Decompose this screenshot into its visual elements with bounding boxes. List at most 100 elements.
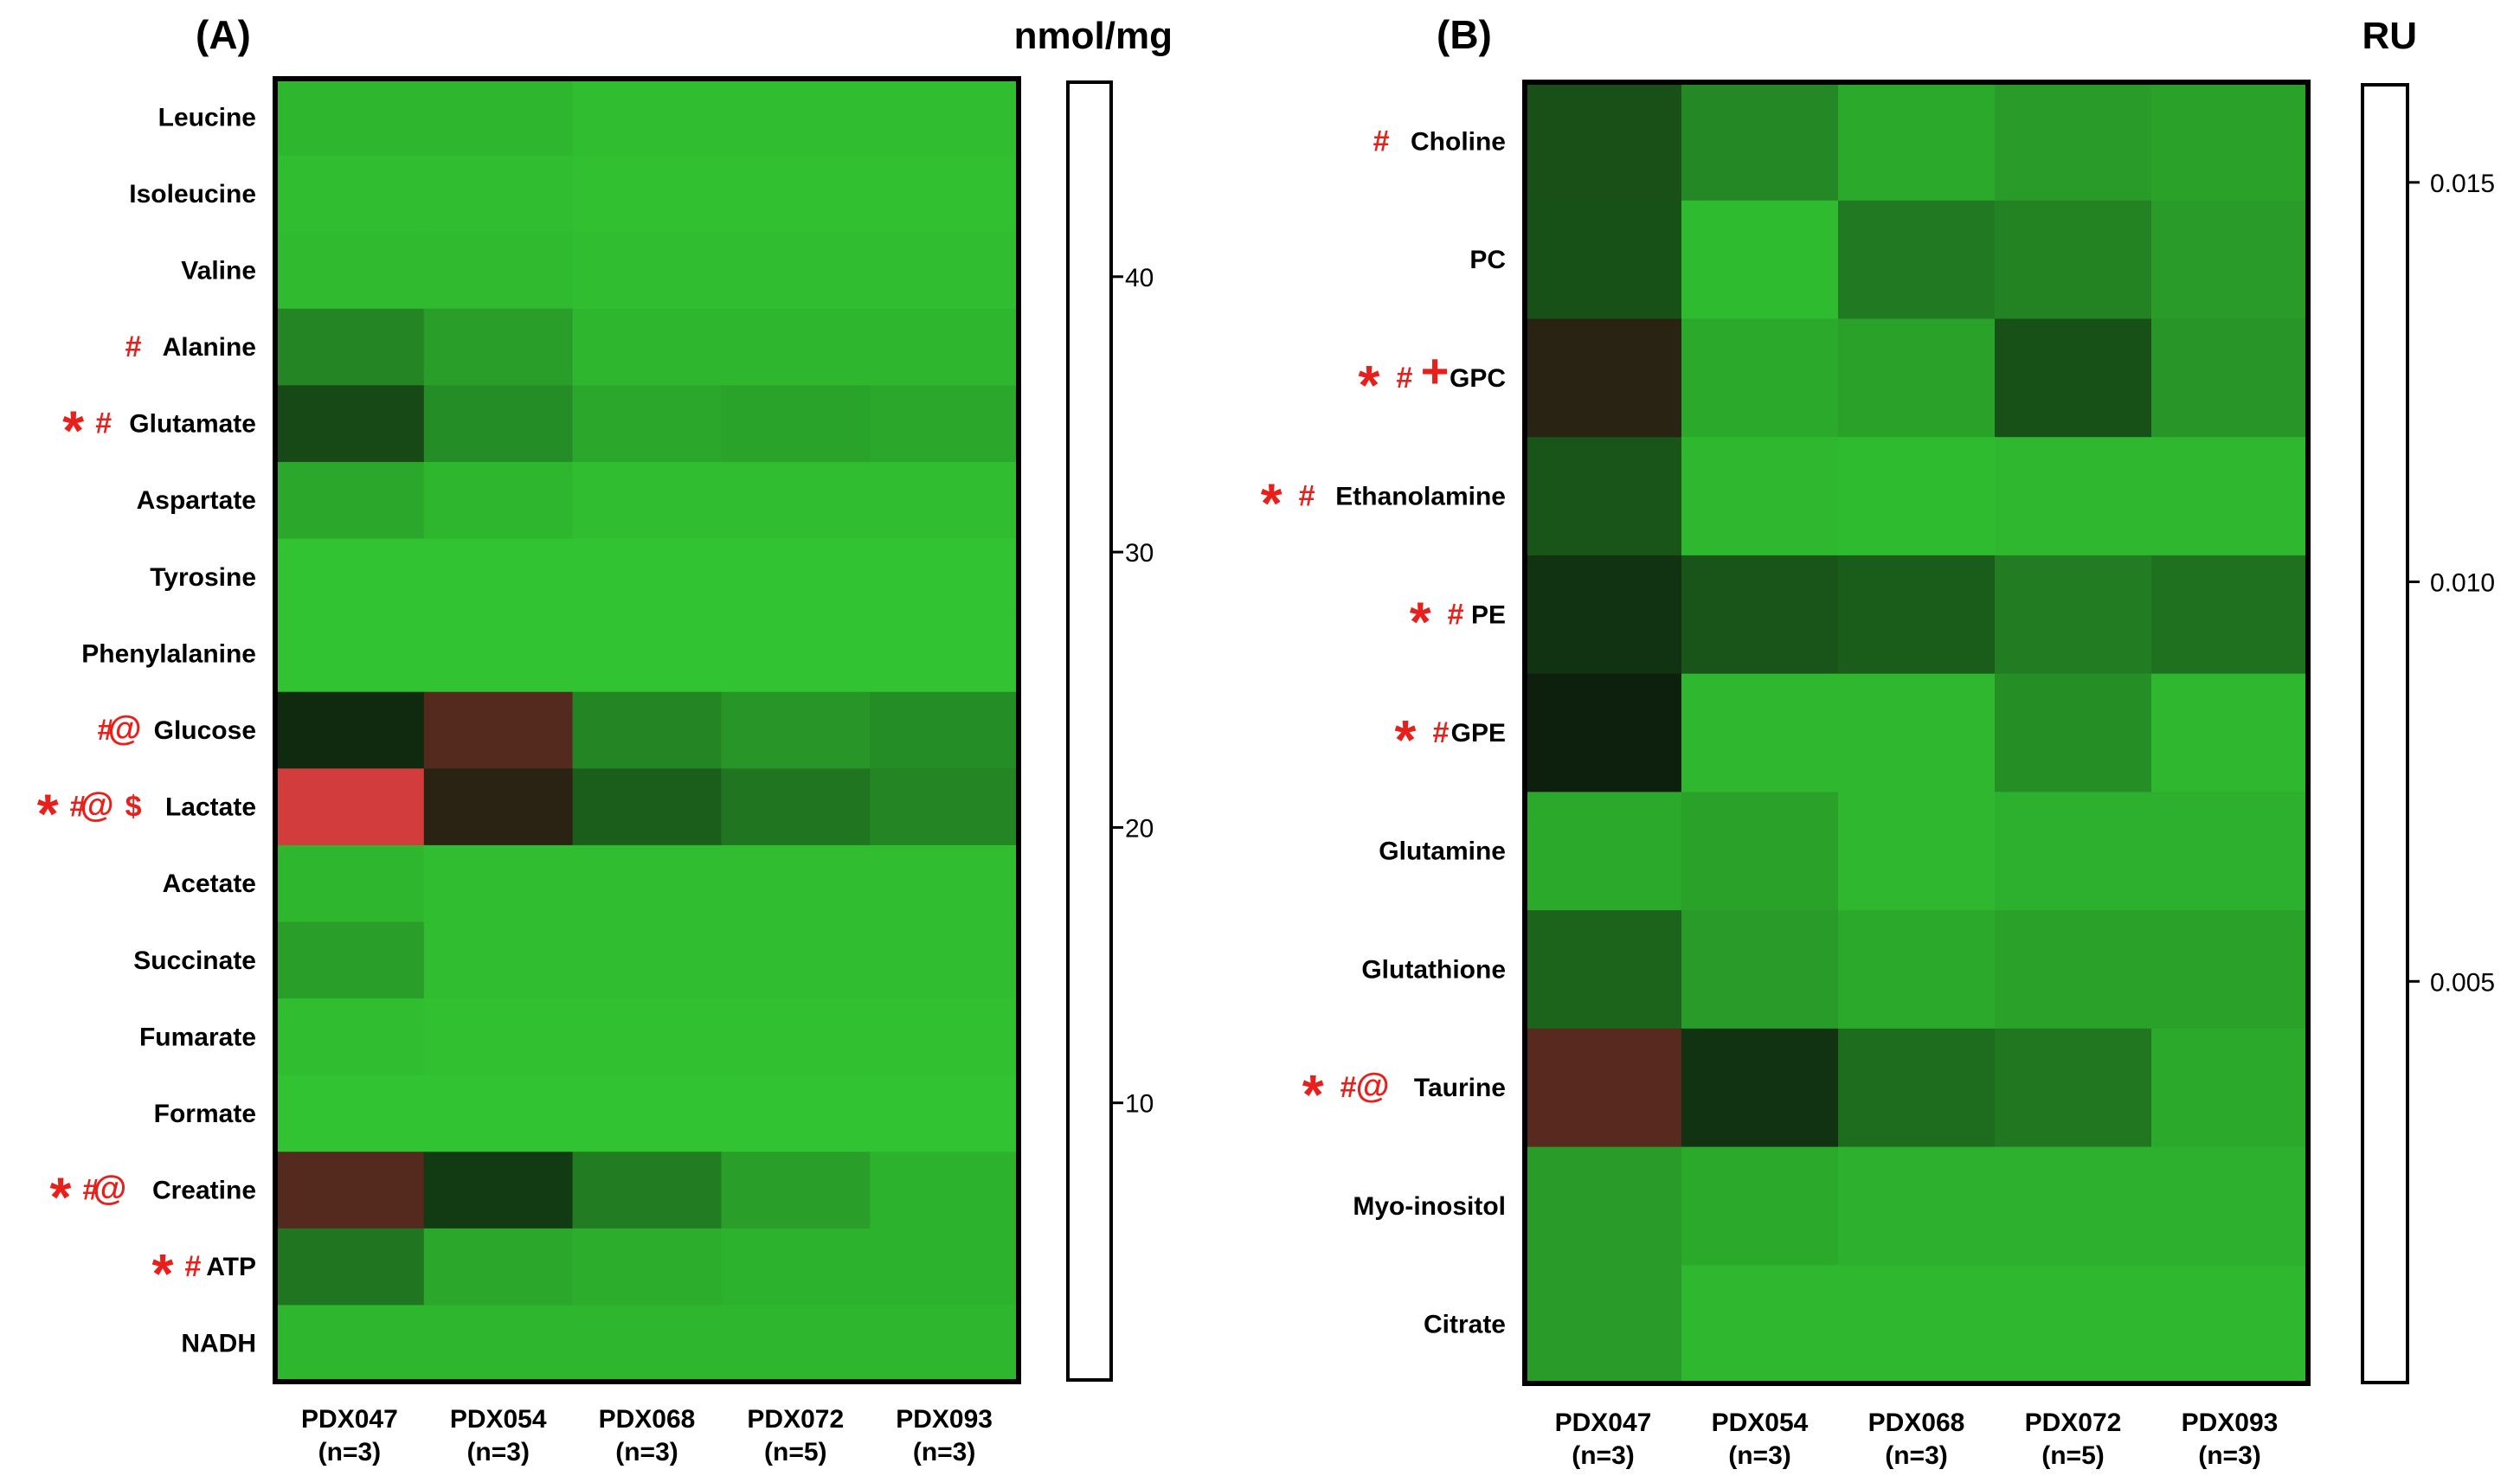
heatmap-cell-atp-pdx093 bbox=[870, 1228, 1019, 1306]
panel-a-label: (A) bbox=[196, 12, 251, 57]
column-label-pdx068: PDX068 bbox=[599, 1405, 696, 1434]
heatmap-cell-glutamine-pdx093 bbox=[2151, 792, 2309, 911]
heatmap-cell-alanine-pdx054 bbox=[423, 308, 574, 386]
significance-marker-asterisk: * bbox=[49, 1166, 71, 1229]
heatmap-cell-pc-pdx093 bbox=[2151, 200, 2309, 320]
heatmap-cell-taurine-pdx054 bbox=[1681, 1028, 1839, 1148]
heatmap-cell-fumarate-pdx054 bbox=[423, 998, 574, 1076]
panel-b-row-labels: Choline#PCGPC+#*Ethanolamine#*PE#*GPE#*G… bbox=[1261, 125, 1506, 1338]
panel-b-column-labels: PDX047 (n=3) PDX054 (n=3) PDX068 (n=3) PDX072 (… bbox=[1555, 1409, 2279, 1470]
heatmap-cell-glutathione-pdx068 bbox=[1838, 910, 1996, 1030]
significance-marker-asterisk: * bbox=[1394, 709, 1416, 771]
heatmap-cell-creatine-pdx047 bbox=[275, 1152, 425, 1229]
heatmap-cell-taurine-pdx072 bbox=[1995, 1028, 2152, 1148]
row-label-nadh: NADH bbox=[181, 1330, 256, 1358]
heatmap-cell-myo-inositol-pdx054 bbox=[1681, 1146, 1839, 1266]
row-label-glutamine: Glutamine bbox=[1379, 837, 1506, 866]
heatmap-cell-acetate-pdx054 bbox=[423, 844, 574, 923]
significance-marker-hash: # bbox=[70, 791, 87, 824]
column-count-pdx093: (n=3) bbox=[2198, 1441, 2261, 1470]
heatmap-cell-isoleucine-pdx093 bbox=[870, 155, 1019, 233]
heatmap-cell-taurine-pdx068 bbox=[1838, 1028, 1996, 1148]
heatmap-cell-ethanolamine-pdx047 bbox=[1525, 437, 1682, 556]
column-label-pdx072: PDX072 bbox=[2025, 1409, 2122, 1437]
heatmap-cell-pe-pdx072 bbox=[1995, 555, 2152, 675]
heatmap-cell-choline-pdx093 bbox=[2151, 82, 2309, 202]
column-count-pdx093: (n=3) bbox=[913, 1438, 976, 1466]
row-label-glutathione: Glutathione bbox=[1361, 956, 1506, 985]
panel-a-frame bbox=[273, 76, 1021, 1384]
heatmap-cell-isoleucine-pdx068 bbox=[572, 155, 722, 233]
heatmap-cell-creatine-pdx068 bbox=[572, 1152, 722, 1229]
column-count-pdx047: (n=3) bbox=[318, 1438, 382, 1466]
significance-marker-hash: # bbox=[1299, 480, 1315, 513]
row-label-glucose: Glucose bbox=[154, 716, 256, 745]
significance-marker-hash: # bbox=[82, 1174, 99, 1207]
colorbar-tick-label: 30 bbox=[1125, 539, 1154, 568]
row-label-myo-inositol: Myo-inositol bbox=[1353, 1192, 1506, 1221]
heatmap-cell-valine-pdx068 bbox=[572, 232, 722, 310]
significance-marker-asterisk: * bbox=[1358, 354, 1379, 416]
significance-marker-asterisk: * bbox=[151, 1242, 173, 1305]
heatmap-cell-fumarate-pdx072 bbox=[721, 998, 871, 1076]
heatmap-cell-citrate-pdx054 bbox=[1681, 1265, 1839, 1384]
column-label-pdx068: PDX068 bbox=[1868, 1409, 1965, 1437]
column-count-pdx054: (n=3) bbox=[466, 1438, 530, 1466]
heatmap-cell-ethanolamine-pdx093 bbox=[2151, 437, 2309, 556]
heatmap-cell-leucine-pdx047 bbox=[275, 79, 425, 157]
heatmap-cell-formate-pdx072 bbox=[721, 1075, 871, 1152]
heatmap-cell-citrate-pdx068 bbox=[1838, 1265, 1996, 1384]
heatmap-cell-choline-pdx072 bbox=[1995, 82, 2152, 202]
heatmap-cell-pc-pdx047 bbox=[1525, 200, 1682, 320]
row-label-lactate: Lactate bbox=[165, 793, 256, 822]
heatmap-cell-pe-pdx068 bbox=[1838, 555, 1996, 675]
heatmap-cell-gpc-pdx093 bbox=[2151, 318, 2309, 438]
heatmap-cell-glucose-pdx093 bbox=[870, 691, 1019, 769]
heatmap-cell-myo-inositol-pdx072 bbox=[1995, 1146, 2152, 1266]
heatmap-cell-glutamate-pdx072 bbox=[721, 385, 871, 463]
heatmap-cell-glucose-pdx047 bbox=[275, 691, 425, 769]
row-label-pe: PE bbox=[1471, 600, 1506, 629]
heatmap-cell-nadh-pdx093 bbox=[870, 1305, 1019, 1383]
significance-marker-asterisk: * bbox=[1261, 472, 1282, 535]
column-label-pdx047: PDX047 bbox=[1555, 1409, 1652, 1437]
heatmap-cell-acetate-pdx068 bbox=[572, 844, 722, 923]
row-label-choline: Choline bbox=[1411, 127, 1506, 156]
colorbar-tick-label: 0.010 bbox=[2430, 569, 2495, 598]
panel-b-label: (B) bbox=[1437, 12, 1492, 57]
heatmap-cell-fumarate-pdx093 bbox=[870, 998, 1019, 1076]
heatmap-cell-alanine-pdx068 bbox=[572, 308, 722, 386]
heatmap-cell-succinate-pdx068 bbox=[572, 921, 722, 999]
heatmap-cell-pc-pdx068 bbox=[1838, 200, 1996, 320]
panel-b-colorbar-ticks: 0.005 0.010 0.015 bbox=[2408, 170, 2495, 997]
significance-marker-hash: # bbox=[1340, 1071, 1357, 1104]
heatmap-cell-glutamate-pdx054 bbox=[423, 385, 574, 463]
panel-a-column-labels: PDX047 (n=3) PDX054 (n=3) PDX068 (n=3) PDX072 (… bbox=[301, 1405, 993, 1466]
heatmap-cell-acetate-pdx072 bbox=[721, 844, 871, 923]
heatmap-cell-citrate-pdx047 bbox=[1525, 1265, 1682, 1384]
row-label-creatine: Creatine bbox=[152, 1177, 256, 1205]
heatmap-cell-succinate-pdx093 bbox=[870, 921, 1019, 999]
heatmap-cell-lactate-pdx047 bbox=[275, 768, 425, 846]
row-label-atp: ATP bbox=[206, 1253, 256, 1281]
heatmap-cell-pe-pdx093 bbox=[2151, 555, 2309, 675]
colorbar-tick-label: 0.015 bbox=[2430, 170, 2495, 198]
heatmap-cell-isoleucine-pdx054 bbox=[423, 155, 574, 233]
heatmap-cell-myo-inositol-pdx093 bbox=[2151, 1146, 2309, 1266]
heatmap-cell-tyrosine-pdx093 bbox=[870, 538, 1019, 616]
column-label-pdx093: PDX093 bbox=[2182, 1409, 2279, 1437]
panel-a: (A) nmol/mg Leucine Isoleucine Valine Alani… bbox=[37, 12, 1173, 1466]
heatmap-cell-glutamate-pdx093 bbox=[870, 385, 1019, 463]
heatmap-cell-creatine-pdx054 bbox=[423, 1152, 574, 1229]
significance-marker-hash: # bbox=[1448, 598, 1464, 631]
heatmap-cell-alanine-pdx072 bbox=[721, 308, 871, 386]
heatmap-cell-choline-pdx068 bbox=[1838, 82, 1996, 202]
column-label-pdx072: PDX072 bbox=[747, 1405, 844, 1434]
heatmap-cell-glutamate-pdx047 bbox=[275, 385, 425, 463]
row-label-ethanolamine: Ethanolamine bbox=[1335, 483, 1506, 511]
heatmap-cell-creatine-pdx072 bbox=[721, 1152, 871, 1229]
heatmap-cell-gpe-pdx054 bbox=[1681, 673, 1839, 793]
heatmap-cell-tyrosine-pdx072 bbox=[721, 538, 871, 616]
panel-b: (B) RU Choline#PCGPC+#*Ethanolamine#*PE#… bbox=[1261, 12, 2495, 1470]
